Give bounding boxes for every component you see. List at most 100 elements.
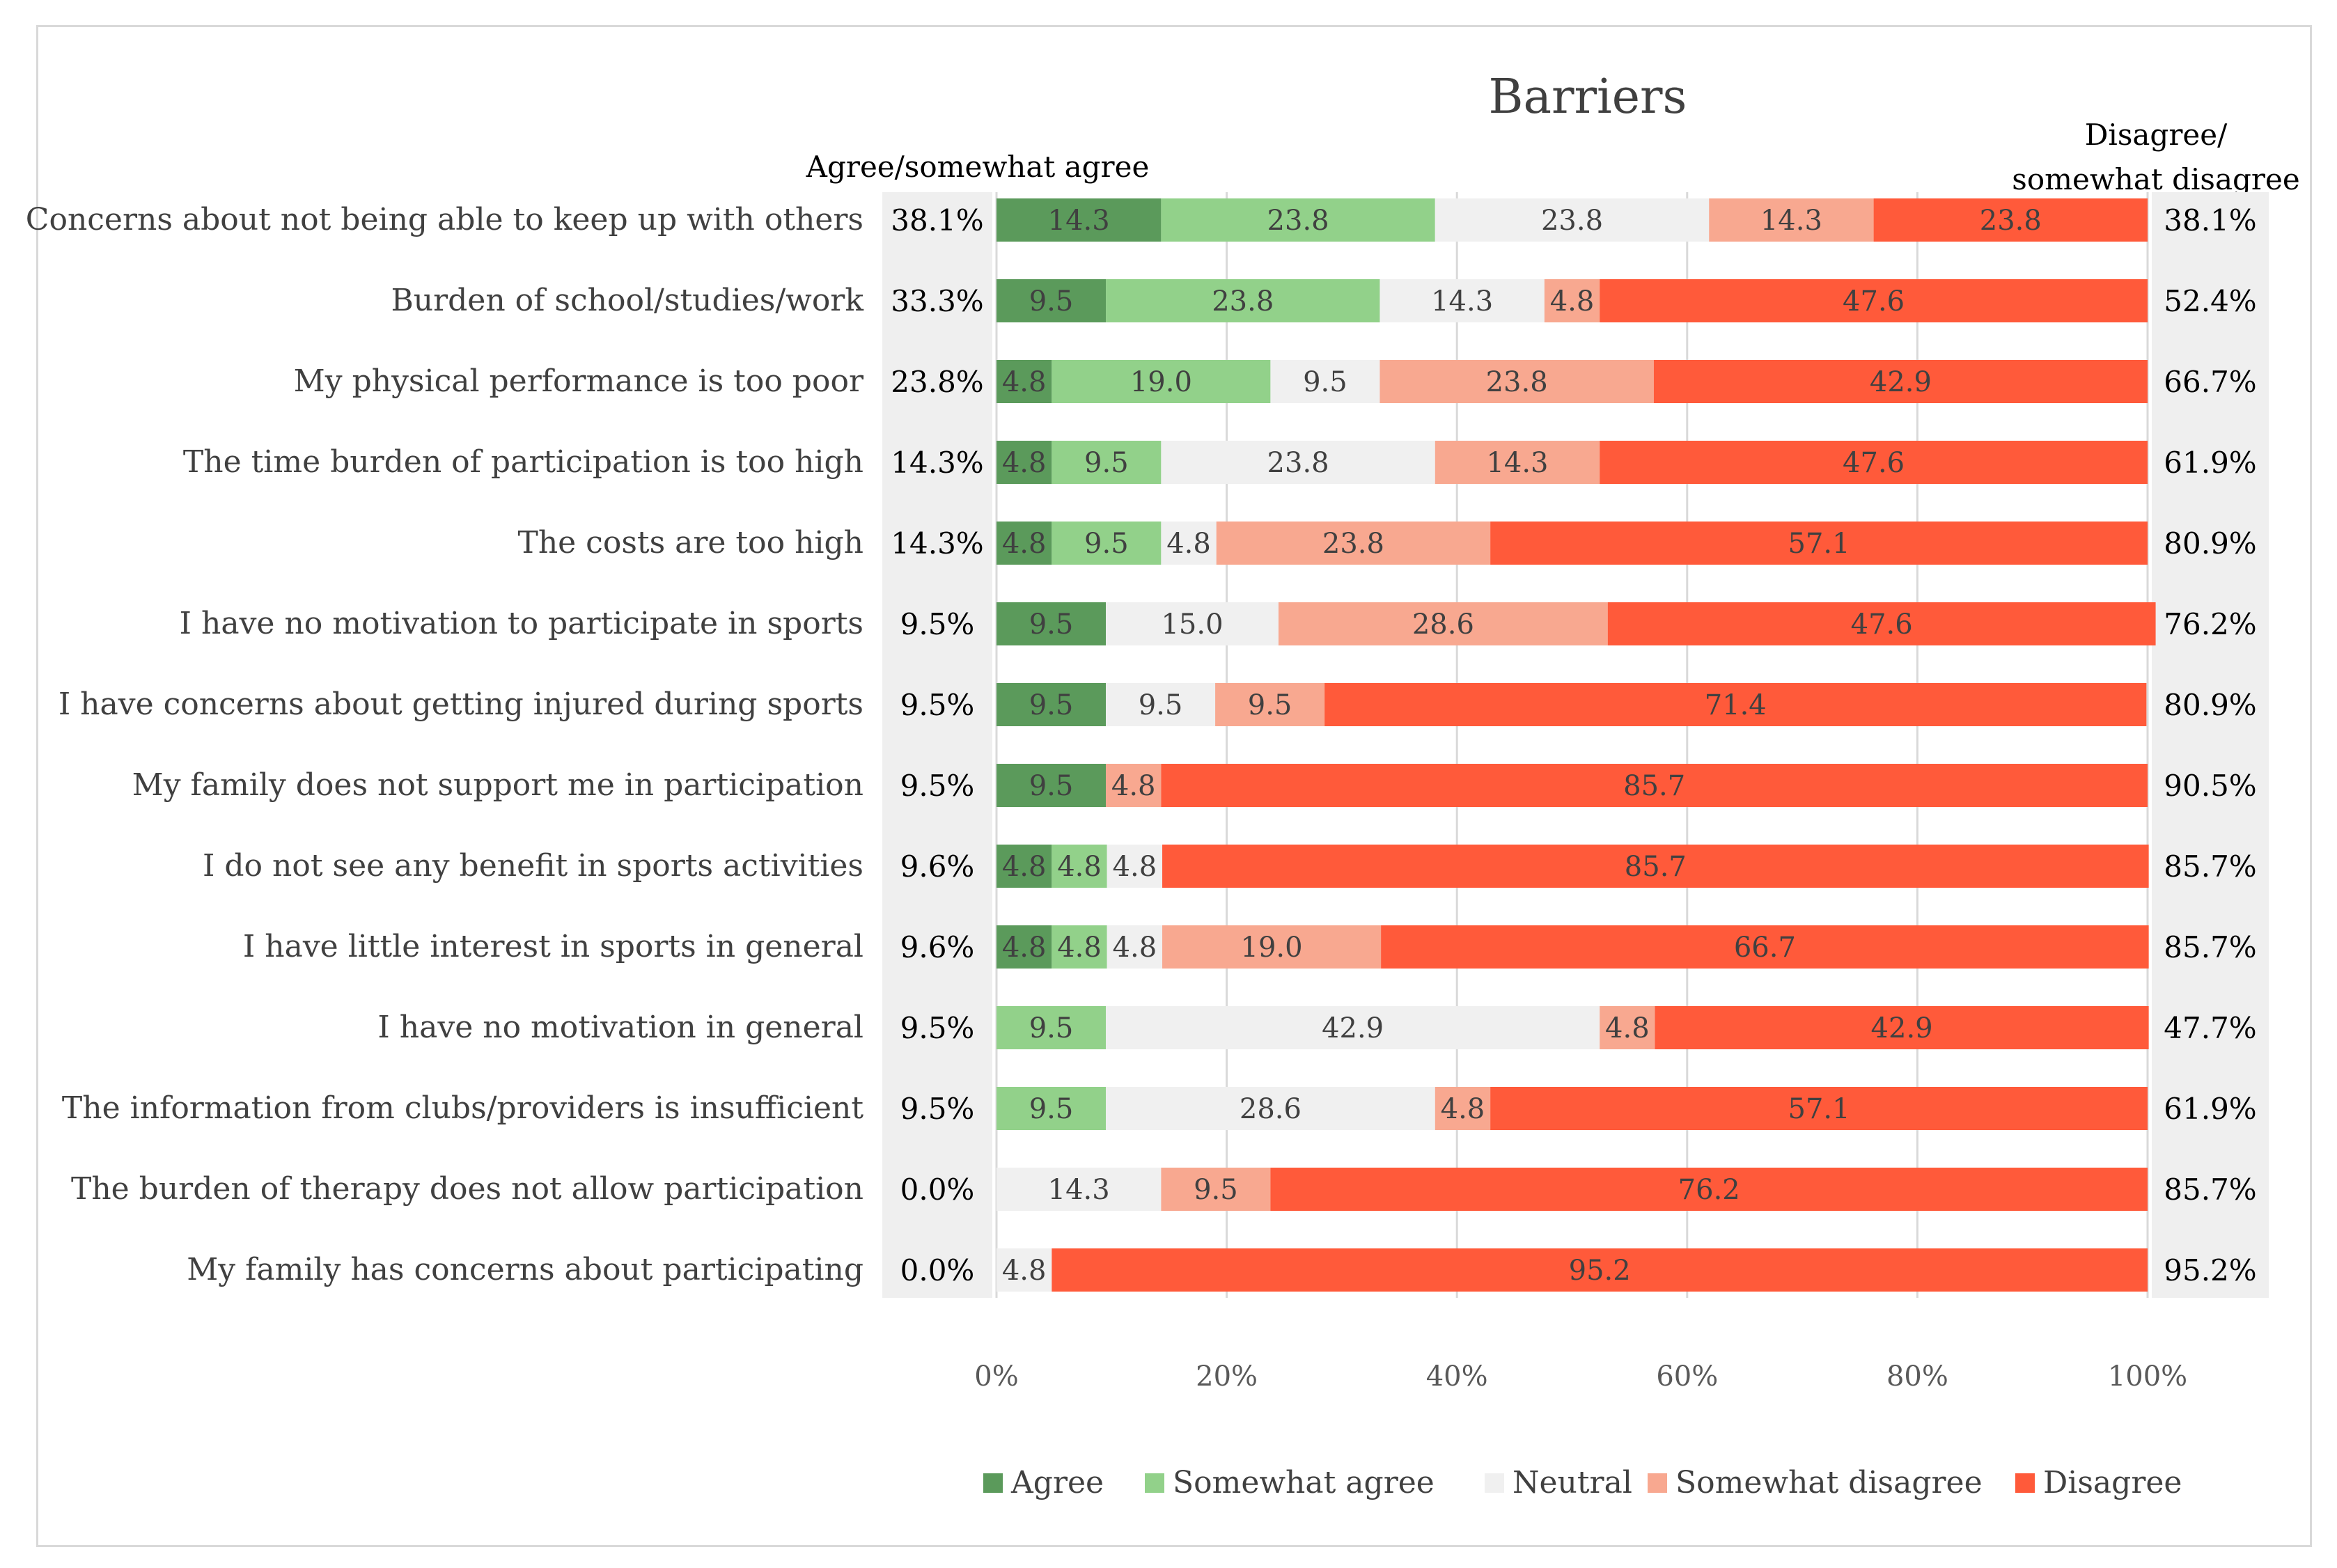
bar-segment [996,441,1052,484]
x-tick-label: 20% [1196,1361,1258,1393]
data-label: 4.8 [1605,1012,1650,1044]
bar-segment [1600,441,2148,484]
bar-segment [1435,1087,1491,1130]
data-label: 4.8 [1002,447,1047,479]
disagree-total-label: 85.7% [2164,1173,2256,1207]
legend-label: Somewhat disagree [1675,1465,1983,1500]
disagree-column-header-line2: somewhat disagree [2012,162,2299,196]
data-label: 9.5 [1248,689,1292,721]
category-label: The burden of therapy does not allow par… [71,1171,863,1207]
agree-total-label: 9.6% [900,849,975,884]
agree-total-label: 9.5% [900,1092,975,1126]
disagree-total-label: 95.2% [2164,1253,2256,1287]
data-label: 14.3 [1486,447,1548,479]
data-label: 23.8 [1980,205,2042,237]
agree-total-label: 9.5% [900,1011,975,1045]
category-label: The information from clubs/providers is … [62,1090,863,1126]
disagree-total-label: 52.4% [2164,284,2256,318]
data-label: 14.3 [1760,205,1822,237]
bar-segment [996,845,1052,888]
bar-segment [1270,360,1380,403]
data-label: 47.6 [1851,609,1913,641]
agree-total-column-bg [882,192,992,1298]
data-label: 23.8 [1322,528,1384,560]
legend-label: Somewhat agree [1173,1465,1435,1500]
bar-segment [1162,925,1382,969]
data-label: 57.1 [1788,528,1850,560]
bar-segment [996,360,1052,403]
legend-swatch [1648,1473,1667,1493]
agree-total-label: 33.3% [891,284,983,318]
agree-total-label: 0.0% [900,1253,975,1287]
data-label: 23.8 [1212,285,1274,317]
data-label: 4.8 [1057,851,1102,883]
data-label: 23.8 [1486,366,1548,398]
legend-swatch [1485,1473,1504,1493]
data-label: 9.5 [1029,285,1074,317]
category-label: My family does not support me in partici… [132,767,863,803]
data-label: 23.8 [1267,447,1329,479]
category-label: Burden of school/studies/work [391,283,863,318]
bar-segment [1655,1006,2149,1049]
data-label: 4.8 [1113,851,1157,883]
bar-segment [1324,683,2147,726]
bar-segment [1107,845,1163,888]
data-label: 4.8 [1002,528,1047,560]
agree-total-label: 14.3% [891,446,983,480]
legend-swatch [983,1473,1003,1493]
bar-segment [996,1087,1107,1130]
bar-segment [1052,360,1271,403]
agree-total-label: 23.8% [891,365,983,399]
data-label: 9.5 [1303,366,1347,398]
bar-segment [1052,522,1162,565]
data-label: 95.2 [1569,1255,1631,1287]
category-label: I have no motivation to participate in s… [180,606,863,641]
data-label: 9.5 [1029,1012,1074,1044]
bar-segment [1161,522,1217,565]
data-label: 4.8 [1111,770,1156,802]
data-label: 4.8 [1057,932,1102,964]
bar-segment [1435,441,1600,484]
data-label: 47.6 [1843,285,1905,317]
data-label: 19.0 [1130,366,1192,398]
bar-segment [1161,764,2148,807]
bar-segment [996,279,1107,322]
bar-segment [1379,360,1654,403]
bar-segment [1106,1087,1435,1130]
bar-segment [996,1006,1107,1049]
bar-segment [1052,925,1107,969]
disagree-total-column-bg [2152,192,2269,1298]
x-tick-label: 100% [2108,1361,2187,1393]
bar-segment [1270,1168,2148,1211]
data-label: 4.8 [1441,1093,1485,1125]
bar-segment [1490,1087,2148,1130]
disagree-total-label: 47.7% [2164,1011,2256,1045]
data-label: 76.2 [1678,1174,1740,1206]
data-label: 4.8 [1166,528,1211,560]
bar-segment [1161,441,1435,484]
data-label: 85.7 [1625,851,1687,883]
data-label: 9.5 [1084,447,1129,479]
agree-total-label: 9.5% [900,607,975,641]
data-label: 9.5 [1029,770,1074,802]
bar-segment [1653,360,2148,403]
legend-swatch [2015,1473,2035,1493]
bar-segment [1435,198,1710,242]
category-label: I have no motivation in general [377,1010,863,1045]
bar-segment [1052,1248,2148,1292]
bar-segment [1381,925,2149,969]
bar-segment [1600,279,2148,322]
disagree-total-label: 76.2% [2164,607,2256,641]
disagree-total-label: 80.9% [2164,526,2256,560]
bar-segment [1873,198,2148,242]
data-label: 57.1 [1788,1093,1850,1125]
data-label: 85.7 [1623,770,1685,802]
bar-segment [996,683,1107,726]
bar-segment [996,1168,1162,1211]
agree-total-label: 9.6% [900,930,975,964]
bar-segment [1278,602,1608,645]
category-label: My physical performance is too poor [294,363,864,399]
agree-column-header: Agree/somewhat agree [806,150,1150,184]
bar-segment [1600,1006,1655,1049]
